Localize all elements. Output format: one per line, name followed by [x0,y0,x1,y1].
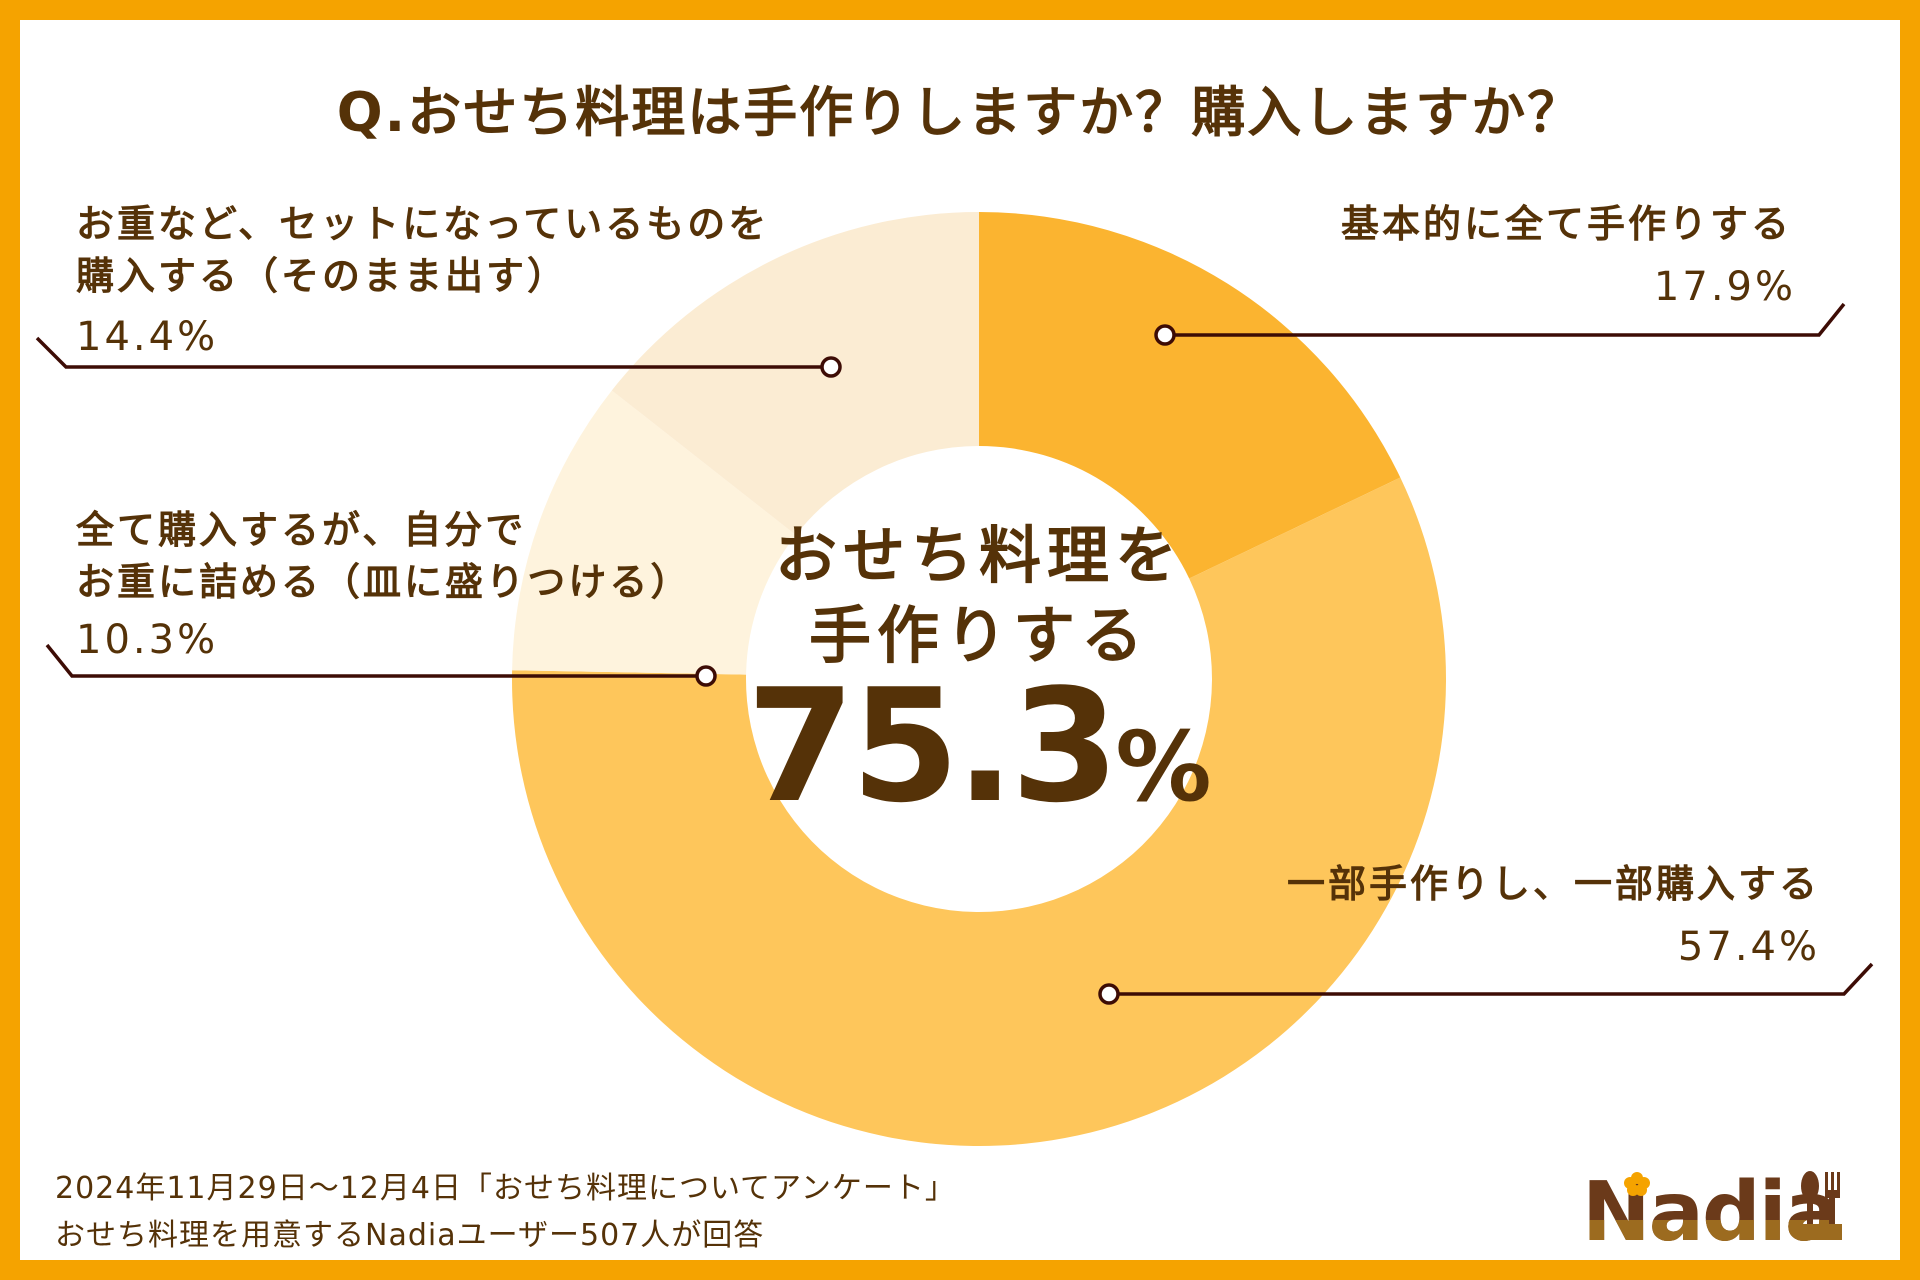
label-partly-line1: 一部手作りし、一部購入する [1286,862,1820,906]
chart-title: Q.おせち料理は手作りしますか？購入しますか？ [336,81,1584,144]
pct-homemade-all: 17.9% [1653,264,1796,310]
logo-wordmark: Nadia Nadia [1582,1165,1840,1250]
marker-dot-buy-and-pack [695,665,717,687]
segment-buy-and-pack [512,390,796,675]
center-value: 75.3% [679,655,1279,837]
label-buy-and-pack-line2: お重に詰める（皿に盛りつける） [76,560,692,604]
segment-partly [511,477,1447,1146]
donut-segments [511,212,1447,1146]
survey-period-note: 2024年11月29日～12月4日「おせち料理についてアンケート」 [55,1171,956,1206]
center-caption-line2: 手作りする [808,599,1149,672]
marker-dot-partly [1098,983,1120,1005]
leader-line-buy-set [35,336,831,369]
leader-markers [695,324,1176,1005]
logo-text: Nadia [1582,1165,1838,1250]
segment-homemade-all [979,212,1401,579]
nadia-logo: Nadia Nadia [1582,1165,1842,1250]
pct-partly: 57.4% [1677,924,1820,970]
center-value-unit: % [1115,711,1212,823]
logo-text-lower: Nadia [1582,1165,1838,1250]
label-buy-set-line1: お重など、セットになっているものを [76,202,770,246]
pct-buy-and-pack: 10.3% [76,617,219,663]
label-buy-set-line2: 購入する（そのまま出す） [76,254,569,298]
survey-respondents-note: おせち料理を用意するNadiaユーザー507人が回答 [55,1218,765,1253]
spoon-fork-icon [1801,1171,1842,1240]
flower-icon [1624,1172,1650,1196]
segment-buy-set [611,212,979,536]
label-partly: 一部手作りし、一部購入する [1287,858,1820,910]
leader-line-partly [1109,962,1874,996]
label-buy-and-pack-line1: 全て購入するが、自分で [76,508,527,552]
label-buy-and-pack: 全て購入するが、自分で お重に詰める（皿に盛りつける） [76,504,691,608]
marker-dot-homemade-all [1154,324,1176,346]
pct-buy-set: 14.4% [76,314,219,360]
label-buy-set: お重など、セットになっているものを 購入する（そのまま出す） [76,198,769,302]
marker-dot-buy-set [820,356,842,378]
leader-line-homemade-all [1165,302,1846,337]
label-homemade-all-line1: 基本的に全て手作りする [1340,202,1792,246]
center-value-number: 75.3 [746,655,1119,837]
leader-line-buy-and-pack [45,643,706,678]
leader-lines [35,302,1874,996]
label-homemade-all: 基本的に全て手作りする [1341,198,1792,250]
center-caption-line1: おせち料理を [774,519,1183,592]
